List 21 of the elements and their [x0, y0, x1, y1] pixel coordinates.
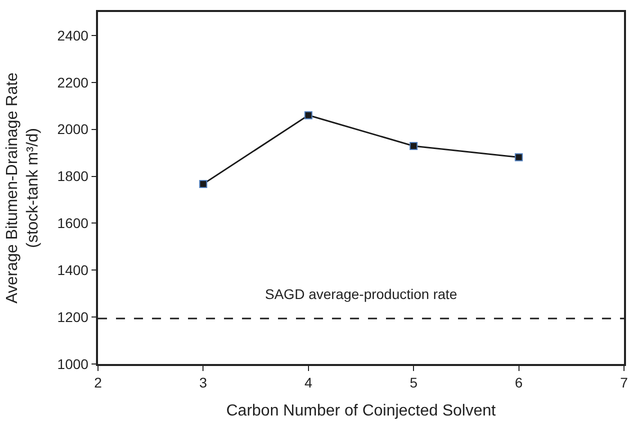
y-tick-label: 2400 — [57, 27, 89, 44]
y-axis-title: Average Bitumen-Drainage Rate (stock-tank m³/d) — [4, 72, 42, 304]
ref-line-label: SAGD average-production rate — [265, 286, 458, 302]
x-tick-label: 5 — [410, 374, 418, 391]
x-tick-label: 7 — [620, 374, 628, 391]
x-tick-label: 2 — [94, 374, 102, 391]
y-tick-label: 1400 — [57, 262, 89, 278]
point — [304, 111, 312, 120]
y-tick-label: 1000 — [57, 356, 89, 372]
x-tick-label: 4 — [304, 374, 312, 391]
point — [199, 180, 208, 188]
y-tick-label: 1800 — [57, 168, 89, 184]
point — [410, 142, 418, 150]
point — [514, 153, 523, 162]
x-tick-label: 3 — [199, 374, 208, 391]
y-tick-label: 2200 — [57, 74, 89, 90]
y-tick-label: 2000 — [57, 121, 89, 138]
x-axis-title: Carbon Number of Coinjected Solvent — [226, 402, 496, 420]
x-tick-label: 6 — [514, 374, 523, 391]
y-tick-label: 1600 — [57, 215, 89, 232]
y-tick-label: 1200 — [57, 308, 89, 325]
